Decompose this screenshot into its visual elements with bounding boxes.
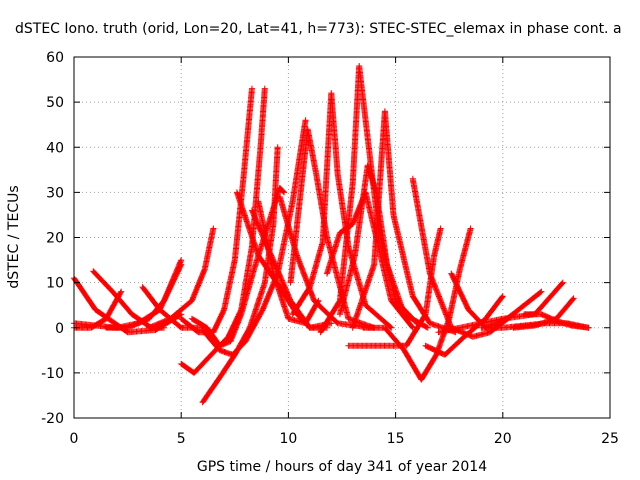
y-axis-label: dSTEC / TECUs: [6, 185, 22, 288]
satellite-arc: [521, 311, 592, 331]
satellite-arc: [146, 225, 217, 331]
y-tick-label: -10: [41, 366, 64, 382]
y-tick-label: 50: [46, 95, 64, 111]
y-tick-label: 30: [46, 185, 64, 201]
x-axis-label: GPS time / hours of day 341 of year 2014: [197, 459, 487, 475]
x-tick-label: 5: [177, 431, 186, 447]
satellite-arc: [103, 257, 185, 331]
chart-title: dSTEC Iono. truth (orid, Lon=20, Lat=41,…: [15, 21, 622, 37]
y-tick-label: 20: [46, 231, 64, 247]
x-tick-label: 20: [494, 431, 512, 447]
satellite-arc: [349, 108, 459, 336]
satellite-arc: [249, 207, 335, 331]
satellite-arc: [345, 225, 444, 349]
y-tick-label: 10: [46, 276, 64, 292]
axis-ticks: [73, 56, 611, 419]
y-tick-label: -20: [41, 411, 64, 427]
tick-labels: 0 5 10 15 20 25 -20 -10 0 10 20 30 40 50 60: [41, 50, 619, 447]
y-tick-label: 40: [46, 140, 64, 156]
x-tick-label: 0: [70, 431, 79, 447]
x-tick-label: 25: [601, 431, 619, 447]
x-tick-label: 15: [387, 431, 405, 447]
x-tick-label: 10: [279, 431, 297, 447]
y-tick-label: 0: [55, 321, 64, 337]
y-tick-label: 60: [46, 50, 64, 66]
